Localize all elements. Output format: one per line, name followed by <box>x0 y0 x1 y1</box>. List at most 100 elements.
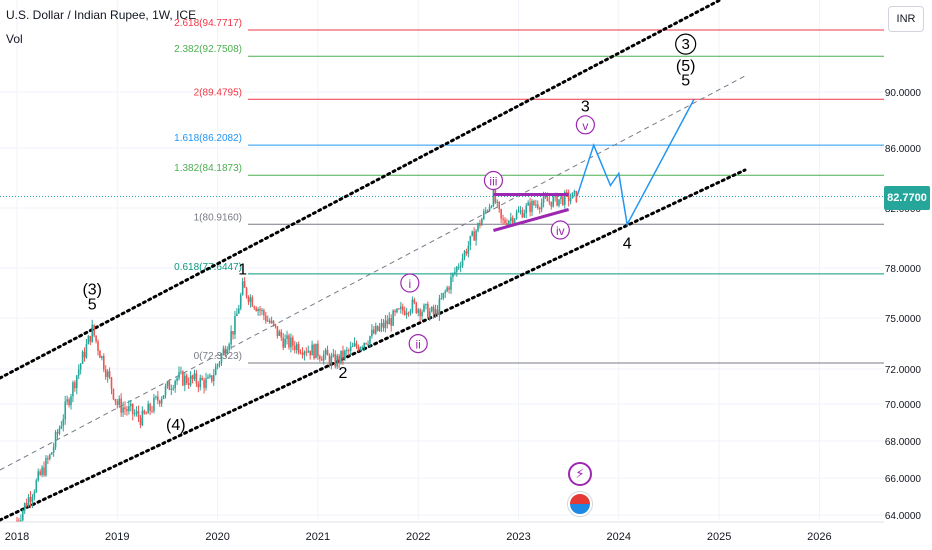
candle-body <box>224 348 227 355</box>
candle-body <box>172 388 175 390</box>
candle-body <box>16 520 18 522</box>
candle-body <box>303 351 306 355</box>
candle-body <box>21 510 24 521</box>
candle-body <box>112 388 115 399</box>
candle-body <box>305 351 308 353</box>
candle-body <box>23 502 26 511</box>
candle-body <box>434 309 437 315</box>
candle-body <box>83 351 86 358</box>
candle-body <box>37 471 40 481</box>
candle-body <box>351 346 354 348</box>
candle-body <box>463 251 466 258</box>
x-tick-label: 2018 <box>5 531 29 543</box>
candle-body <box>536 204 539 208</box>
candle-body <box>68 399 70 406</box>
candle-body <box>482 211 485 220</box>
currency-button[interactable]: INR <box>888 6 924 32</box>
candle-body <box>502 218 504 220</box>
candle-body <box>234 315 236 335</box>
candle-body <box>315 343 317 359</box>
candle-body <box>251 297 254 307</box>
candle-body <box>378 326 381 331</box>
y-tick-label: 64.0000 <box>885 511 922 522</box>
candle-body <box>442 292 445 299</box>
candle-body <box>313 344 315 359</box>
candle-body <box>492 189 495 207</box>
candle-body <box>365 342 367 345</box>
candle-body <box>187 382 190 386</box>
candle-body <box>461 257 464 266</box>
candle-body <box>286 335 288 339</box>
candle-body <box>284 338 286 348</box>
candle-body <box>338 355 340 363</box>
candle-body <box>149 403 151 411</box>
candle-body <box>176 378 178 381</box>
wave-label: ii <box>416 338 421 352</box>
candle-body <box>131 403 134 415</box>
candle-body <box>27 497 30 507</box>
candle-body <box>77 369 80 376</box>
candle-body <box>102 356 105 370</box>
candle-body <box>257 309 259 312</box>
candle-body <box>311 344 313 356</box>
candle-body <box>39 471 41 475</box>
candle-body <box>407 312 410 314</box>
candle-body <box>575 190 578 202</box>
candle-body <box>330 356 333 365</box>
wave-label-circle <box>575 115 595 135</box>
candle-body <box>101 356 103 358</box>
candle-body <box>162 395 165 399</box>
candle-body <box>550 201 553 207</box>
wave-label: iii <box>489 175 497 189</box>
y-tick-label: 68.0000 <box>885 437 922 448</box>
volume-indicator-label[interactable]: Vol <box>6 32 23 46</box>
wave-label: 3 <box>581 99 590 116</box>
candle-body <box>301 352 304 355</box>
candle-body <box>155 396 157 398</box>
us-flag-icon[interactable] <box>568 492 592 516</box>
candle-body <box>355 343 358 347</box>
candle-body <box>477 223 479 231</box>
candle-body <box>479 223 481 226</box>
candle-body <box>290 337 292 348</box>
candle-body <box>396 308 398 313</box>
candle-body <box>567 192 570 202</box>
wave-label-circle <box>675 33 697 55</box>
candle-body <box>72 382 74 397</box>
candle-body <box>380 322 383 327</box>
candle-body <box>209 375 211 378</box>
candle-body <box>421 311 423 317</box>
fib-level-label: 2.618(94.7717) <box>174 18 242 29</box>
x-tick-label: 2021 <box>306 531 330 543</box>
candle-body <box>79 363 82 370</box>
candle-body <box>403 310 406 315</box>
candle-body <box>62 419 65 426</box>
candle-body <box>139 417 142 426</box>
wave-label: 3 <box>681 36 689 53</box>
lightning-icon[interactable]: ⚡ <box>568 462 592 486</box>
candle-body <box>52 447 55 453</box>
x-tick-label: 2022 <box>406 531 430 543</box>
candle-body <box>531 201 533 212</box>
candle-body <box>319 356 321 360</box>
candle-body <box>185 375 188 383</box>
candle-body <box>228 344 230 350</box>
candle-body <box>75 375 78 389</box>
candle-body <box>513 218 516 224</box>
x-tick-label: 2023 <box>506 531 530 543</box>
candle-body <box>261 310 263 312</box>
candle-body <box>25 502 28 507</box>
candle-body <box>205 378 207 388</box>
candle-body <box>430 307 433 312</box>
candle-body <box>241 281 244 295</box>
candle-body <box>504 219 506 224</box>
candle-body <box>490 206 493 208</box>
candle-body <box>367 343 369 345</box>
candle-body <box>160 398 163 404</box>
candle-body <box>560 196 562 200</box>
candle-body <box>189 375 192 386</box>
candle-body <box>263 310 265 316</box>
candle-body <box>193 373 196 380</box>
candle-body <box>529 202 531 212</box>
